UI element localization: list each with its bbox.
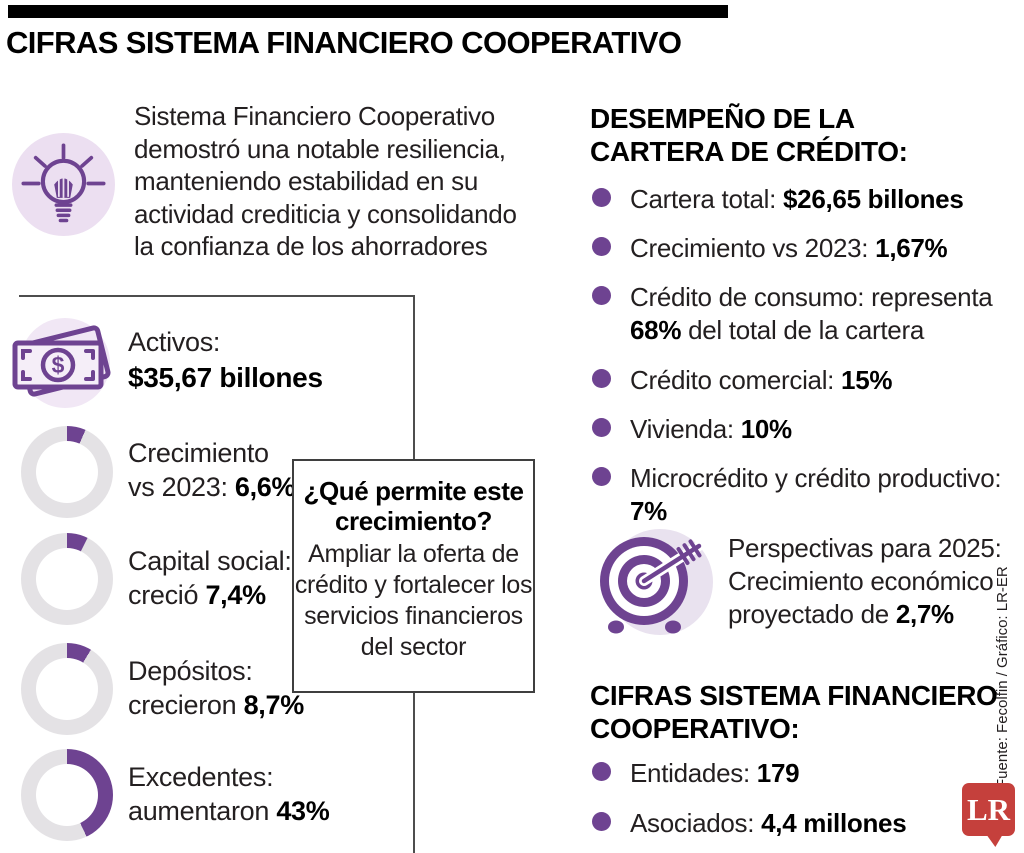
donut-chart-capital-social (21, 533, 113, 625)
donut-label-depositos: Depósitos: crecieron 8,7% (128, 656, 304, 720)
bullet-icon (592, 762, 611, 781)
credito-item-cartera-total: Cartera total: $26,65 billones (592, 183, 1024, 216)
question-box: ¿Qué permite este crecimiento? Ampliar l… (292, 459, 535, 693)
activos-stat: Activos: $35,67 billones (128, 325, 323, 396)
bullet-icon (592, 369, 611, 388)
credito-item-consumo: Crédito de consumo: representa 68% del t… (592, 281, 1024, 347)
lr-logo-tail (986, 834, 1003, 847)
credito-item-vivienda: Vivienda: 10% (592, 413, 1024, 446)
question-box-title: ¿Qué permite este crecimiento? (303, 476, 524, 536)
question-box-body: Ampliar la oferta de crédito y fortalece… (294, 540, 533, 661)
banknote-icon: $ (12, 318, 111, 408)
perspectivas-stat: Perspectivas para 2025: Crecimiento econ… (728, 533, 1002, 629)
connector-line-horizontal (19, 295, 415, 297)
credito-heading: DESEMPEÑO DE LA CARTERA DE CRÉDITO: (590, 103, 908, 167)
bullet-icon (592, 812, 611, 831)
credito-item-comercial: Crédito comercial: 15% (592, 364, 1024, 397)
cifras-heading: CIFRAS SISTEMA FINANCIERO COOPERATIVO: (590, 680, 998, 744)
activos-value: $35,67 billones (128, 362, 323, 393)
page-title: CIFRAS SISTEMA FINANCIERO COOPERATIVO (6, 25, 682, 60)
bullet-icon (592, 418, 611, 437)
dollar-symbol: $ (52, 352, 65, 378)
header-bar (8, 5, 728, 18)
target-icon (600, 529, 713, 635)
bullet-icon (592, 467, 611, 486)
donut-label-capital-social: Capital social: creció 7,4% (128, 546, 292, 610)
bullet-icon (592, 286, 611, 305)
intro-paragraph: Sistema Financiero Cooperativo demostró … (134, 101, 517, 261)
source-credit: Fuente: Fecolfin / Gráfico: LR-ER (994, 566, 1011, 788)
donut-chart-depositos (21, 643, 113, 735)
cifras-item-asociados: Asociados: 4,4 millones (592, 807, 1024, 840)
donut-chart-excedentes (21, 749, 113, 841)
lightbulb-icon (12, 133, 115, 236)
lr-logo-text: LR (966, 791, 1011, 827)
credito-item-crecimiento: Crecimiento vs 2023: 1,67% (592, 232, 1024, 265)
donut-label-crecimiento: Crecimiento vs 2023: 6,6% (128, 438, 296, 502)
donut-chart-crecimiento (21, 426, 113, 518)
donut-label-excedentes: Excedentes: aumentaron 43% (128, 762, 330, 826)
credito-item-microcredito: Microcrédito y crédito productivo: 7% (592, 462, 1024, 528)
cifras-item-entidades: Entidades: 179 (592, 757, 1024, 790)
bullet-icon (592, 188, 611, 207)
lr-logo: LR (962, 783, 1015, 847)
bullet-icon (592, 237, 611, 256)
activos-label: Activos: (128, 327, 221, 357)
